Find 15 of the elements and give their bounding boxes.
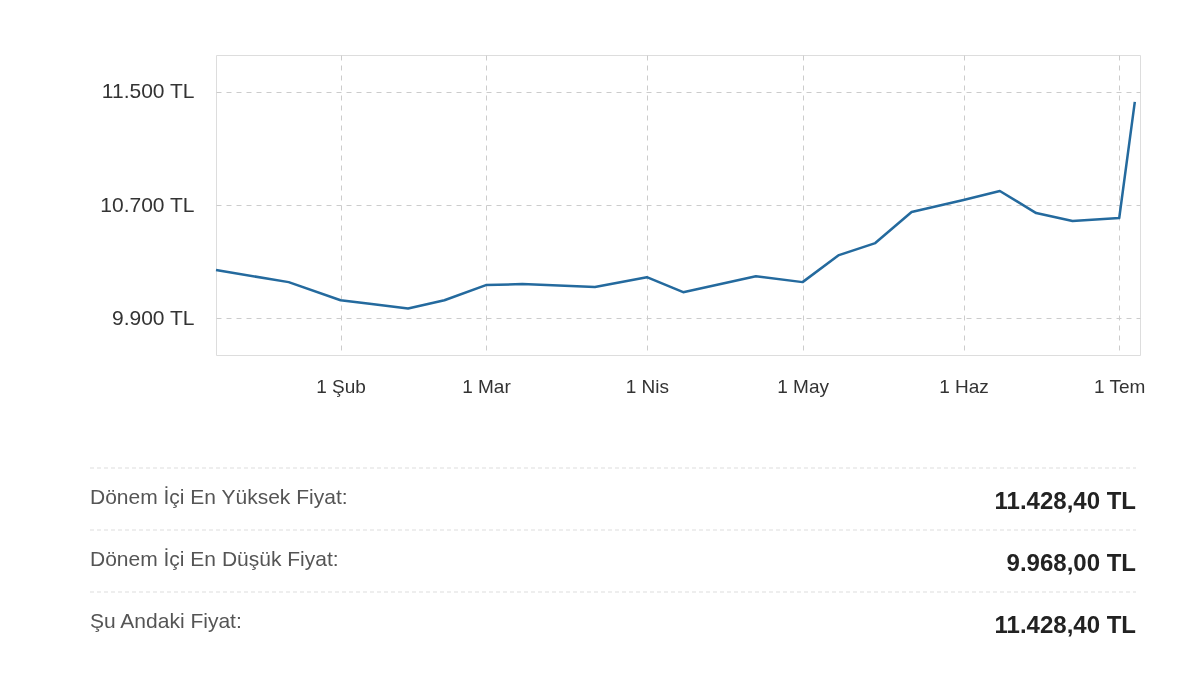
text: Şu Andaki Fiyat: [90,609,242,632]
x-tick-label: 1 May [777,375,830,397]
y-tick-label: 11.500 TL [101,79,195,103]
x-tick-label: 1 Nis [625,375,669,397]
y-tick-label: 9.900 TL [111,305,195,329]
text: 11.428,40 TL [994,611,1136,638]
x-tick-label: 1 Tem [1094,375,1146,397]
text: 11.428,40 TL [994,487,1136,514]
x-tick-label: 1 Haz [939,375,989,397]
text: Dönem İçi En Yüksek Fiyat: [90,485,348,508]
text: 9.968,00 TL [1006,549,1136,576]
x-tick-label: 1 Mar [462,375,512,397]
text: Dönem İçi En Düşük Fiyat: [90,547,339,570]
y-tick-label: 10.700 TL [100,192,195,216]
x-tick-label: 1 Şub [316,375,366,397]
